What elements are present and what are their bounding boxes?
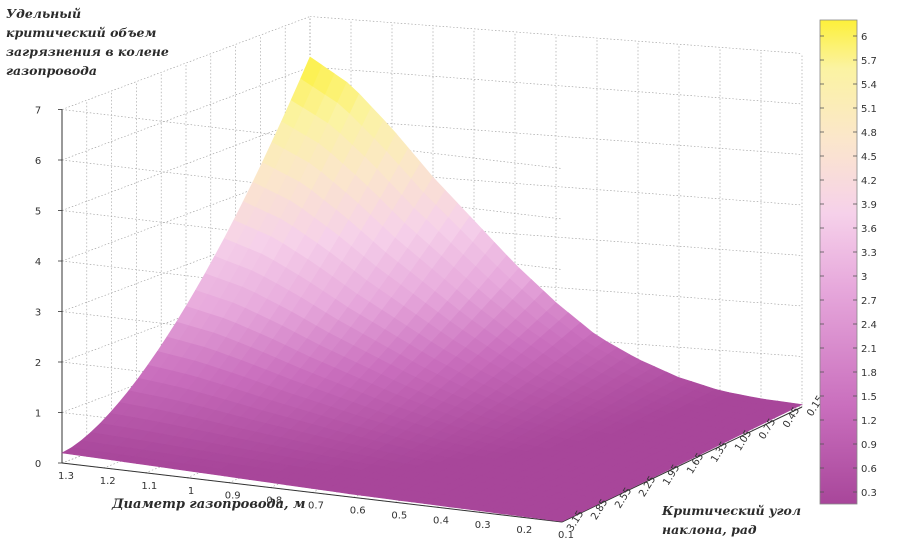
colorbar-tick-label: 3.9 [861,200,877,211]
x-axis-title: Диаметр газопровода, м [112,497,306,512]
colorbar-tick-label: 5.1 [861,104,877,115]
colorbar-tick-label: 4.2 [861,176,877,187]
z-tick-label: 7 [35,106,41,117]
surface-patch [548,515,573,522]
x-tick-label: 1.3 [58,471,74,482]
colorbar-tick-label: 1.5 [861,392,877,403]
x-tick-label: 0.7 [308,501,324,512]
x-tick-label: 0.6 [350,505,366,516]
colorbar-tick-label: 0.3 [861,488,877,499]
x-tick-label: 0.1 [558,530,574,541]
colorbar-tick-label: 1.2 [861,416,877,427]
colorbar-tick-label: 4.8 [861,128,877,139]
colorbar-tick-label: 3 [861,272,867,283]
colorbar-tick-label: 0.9 [861,440,877,451]
colorbar-tick-label: 1.8 [861,368,877,379]
x-tick-label: 0.9 [225,491,241,502]
colorbar-tick-label: 2.1 [861,344,877,355]
x-axis-line [61,462,563,523]
x-tick-label: 0.2 [516,525,532,536]
x-tick-label: 0.8 [266,496,282,507]
x-tick-label: 0.5 [391,510,407,521]
colorbar-tick-label: 5.7 [861,56,877,67]
grid-line [61,16,311,110]
z-tick-label: 2 [35,358,41,369]
grid-line [61,66,311,161]
x-tick-label: 0.3 [475,520,491,531]
colorbar-tick-label: 2.4 [861,320,877,331]
x-tick-label: 0.4 [433,515,449,526]
colorbar-tick-label: 3.6 [861,224,877,235]
colorbar-tick-label: 4.5 [861,152,877,163]
z-tick-label: 5 [35,207,41,218]
x-tick-label: 1 [188,486,194,497]
grid-line [61,117,311,211]
z-tick-label: 0 [35,459,41,470]
colorbar-tick-label: 2.7 [861,296,877,307]
colorbar-tick-label: 5.4 [861,80,877,91]
z-tick-label: 3 [35,308,41,319]
surface-mesh [61,56,804,522]
z-axis-title: Удельный критический объем загрязнения в… [6,6,169,78]
colorbar-tick-label: 0.6 [861,464,877,475]
y-axis-title: Критический угол наклона, рад [662,503,801,537]
colorbar-tick-label: 6 [861,32,867,43]
z-tick-label: 4 [35,257,41,268]
y-axis-line [561,406,803,523]
z-tick-label: 6 [35,156,41,167]
colorbar: 6 5.7 5.4 5.1 4.8 4.5 4.2 3.9 3.6 3.3 3 2.7 2.4 2.1 1.… [819,19,877,505]
x-tick-label: 1.1 [141,481,157,492]
colorbar-gradient [819,19,858,505]
x-tick-label: 1.2 [100,476,116,487]
z-tick-label: 1 [35,409,41,420]
colorbar-tick-label: 3.3 [861,248,877,259]
